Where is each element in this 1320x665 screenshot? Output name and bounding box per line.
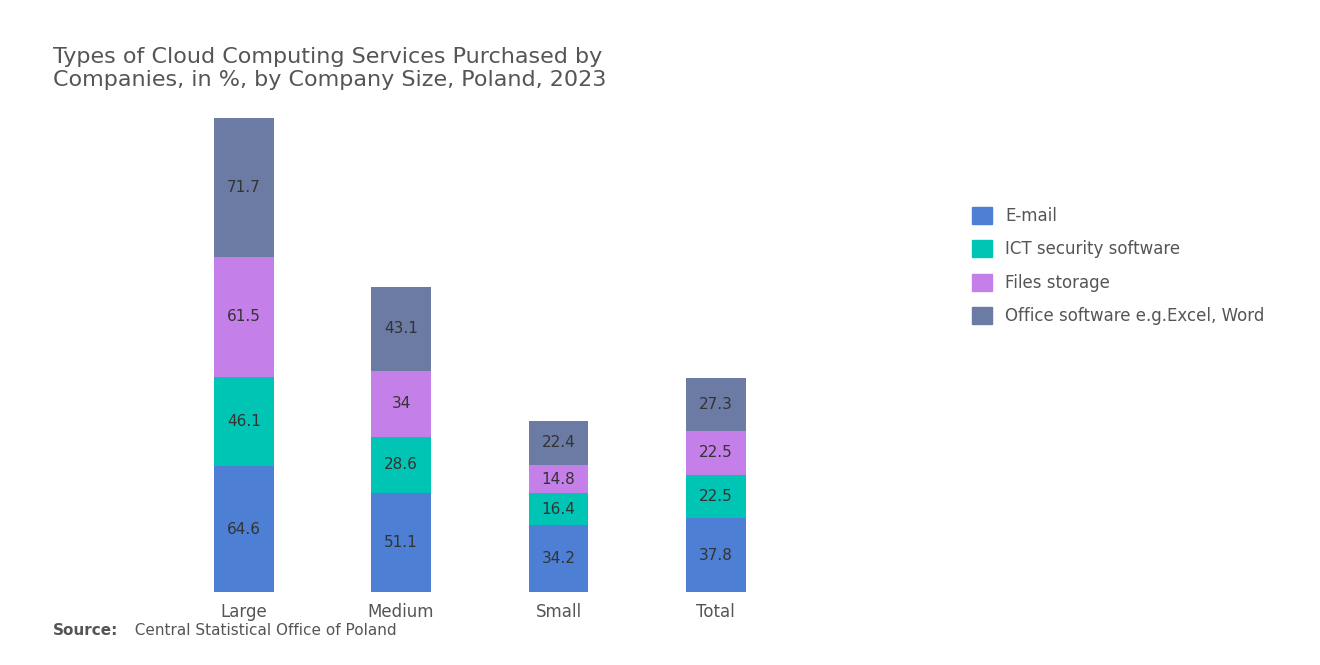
- Bar: [371, 437, 430, 493]
- Bar: [528, 493, 589, 525]
- Bar: [371, 371, 430, 437]
- Text: 16.4: 16.4: [541, 502, 576, 517]
- Text: 22.5: 22.5: [700, 489, 733, 504]
- Text: 27.3: 27.3: [698, 397, 733, 412]
- Text: 37.8: 37.8: [698, 547, 733, 563]
- Text: 51.1: 51.1: [384, 535, 418, 550]
- Text: 22.4: 22.4: [541, 436, 576, 450]
- Bar: [686, 519, 746, 592]
- Text: 28.6: 28.6: [384, 458, 418, 472]
- Text: 34.2: 34.2: [541, 551, 576, 566]
- Text: 43.1: 43.1: [384, 321, 418, 336]
- Bar: [371, 493, 430, 592]
- Text: Central Statistical Office of Poland: Central Statistical Office of Poland: [125, 623, 397, 638]
- Bar: [686, 475, 746, 519]
- Text: Types of Cloud Computing Services Purchased by
Companies, in %, by Company Size,: Types of Cloud Computing Services Purcha…: [53, 47, 606, 90]
- Bar: [528, 421, 589, 465]
- Text: 46.1: 46.1: [227, 414, 260, 429]
- Bar: [686, 431, 746, 475]
- Text: 71.7: 71.7: [227, 180, 260, 195]
- Legend: E-mail, ICT security software, Files storage, Office software e.g.Excel, Word: E-mail, ICT security software, Files sto…: [972, 207, 1265, 325]
- Text: 22.5: 22.5: [700, 446, 733, 460]
- Bar: [214, 376, 273, 466]
- Bar: [528, 465, 589, 493]
- Bar: [214, 257, 273, 376]
- Text: 14.8: 14.8: [541, 471, 576, 487]
- Text: Source:: Source:: [53, 623, 119, 638]
- Bar: [528, 525, 589, 592]
- Text: 61.5: 61.5: [227, 309, 260, 325]
- Text: 34: 34: [392, 396, 411, 412]
- Bar: [214, 466, 273, 592]
- Bar: [686, 378, 746, 431]
- Text: 64.6: 64.6: [227, 521, 260, 537]
- Bar: [371, 287, 430, 371]
- Bar: [214, 118, 273, 257]
